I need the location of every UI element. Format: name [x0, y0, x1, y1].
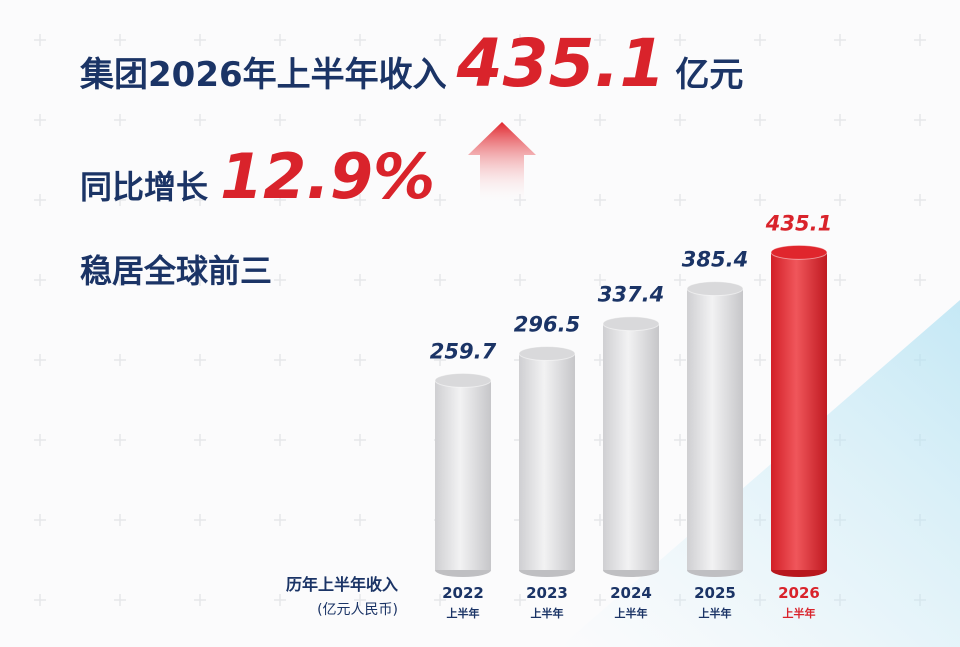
x-tick-label: 2022 — [442, 584, 484, 602]
growth-amount: 12.9% — [220, 140, 435, 213]
x-tick-sublabel: 上半年 — [699, 606, 732, 620]
value-label: 296.5 — [514, 313, 580, 337]
bar-top — [770, 244, 828, 260]
growth: 同比增长 12.9% — [80, 140, 435, 213]
headline: 集团2026年上半年收入 435.1 亿元 — [79, 25, 743, 102]
headline-unit: 亿元 — [675, 55, 743, 95]
bar — [687, 288, 743, 570]
bar-top — [518, 346, 576, 362]
decor-stripe — [560, 300, 960, 647]
bar — [519, 353, 575, 570]
bar-top — [686, 281, 744, 297]
bar — [771, 252, 827, 570]
bar-top — [434, 372, 492, 388]
bar-top — [602, 316, 660, 332]
ranking: 稳居全球前三 — [80, 252, 272, 290]
x-tick-sublabel: 上半年 — [615, 606, 648, 620]
x-tick-label: 2026 — [778, 584, 820, 602]
value-label: 337.4 — [598, 283, 664, 307]
x-tick-sublabel: 上半年 — [447, 606, 480, 620]
headline-amount: 435.1 — [456, 25, 666, 102]
y-label: 历年上半年收入 — [286, 575, 398, 594]
x-tick-label: 2023 — [526, 584, 568, 602]
y-unit: (亿元人民币) — [317, 602, 398, 618]
x-tick-sublabel: 上半年 — [783, 606, 816, 620]
value-label: 385.4 — [682, 248, 748, 272]
bar — [603, 323, 659, 570]
x-tick-sublabel: 上半年 — [531, 606, 564, 620]
x-tick-label: 2024 — [610, 584, 652, 602]
x-tick-label: 2025 — [694, 584, 736, 602]
up-arrow — [468, 122, 536, 205]
growth-label: 同比增长 — [80, 168, 208, 206]
headline-prefix: 集团2026年上半年收入 — [79, 55, 447, 95]
bar — [435, 380, 491, 570]
value-label: 259.7 — [430, 339, 497, 363]
value-label: 435.1 — [765, 211, 832, 235]
